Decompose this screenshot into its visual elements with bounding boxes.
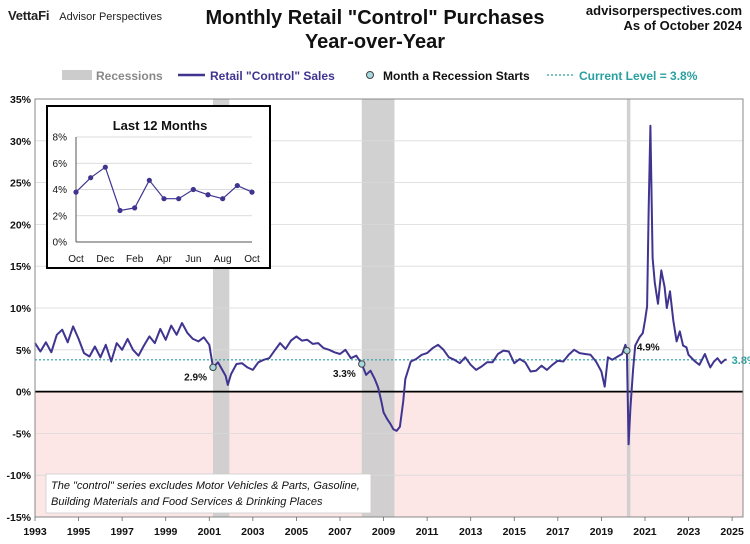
inset-x-tick-label: Aug: [214, 254, 232, 265]
footnote-line1: The "control" series excludes Motor Vehi…: [51, 480, 360, 492]
legend: Recessions Retail "Control" Sales Month …: [62, 69, 698, 83]
y-tick-label: 10%: [10, 303, 32, 315]
inset-x-tick-label: Apr: [156, 254, 172, 265]
legend-series-label: Retail "Control" Sales: [210, 69, 335, 83]
recession-start-marker-0: [209, 363, 217, 372]
inset-x-tick-label: Dec: [96, 254, 114, 265]
y-tick-label: 25%: [10, 178, 32, 190]
legend-recession-swatch: [62, 70, 92, 80]
inset-point: [190, 186, 196, 193]
x-tick-label: 2003: [241, 526, 265, 538]
vettafi-logo: VettaFi: [8, 8, 50, 23]
x-tick-label: 1999: [154, 526, 178, 538]
site-label: advisorperspectives.com: [585, 3, 742, 18]
inset-point: [205, 192, 211, 198]
inset-point: [88, 175, 94, 181]
recession-start-marker-2: [623, 346, 631, 355]
inset-point: [102, 164, 108, 170]
y-tick-label: -10%: [6, 470, 31, 482]
plot-border: [34, 98, 744, 518]
footnote-box: [45, 473, 372, 514]
x-tick-label: 2011: [416, 526, 439, 538]
inset-y-tick-label: 8%: [53, 133, 68, 144]
x-tick-label: 2013: [459, 526, 483, 538]
x-tick-label: 2009: [372, 526, 396, 538]
brand: VettaFi Advisor Perspectives: [8, 8, 162, 23]
recession-start-label-2: 4.9%: [637, 343, 660, 354]
footnote: The "control" series excludes Motor Vehi…: [45, 473, 372, 514]
series-line-retail-control: [34, 124, 727, 446]
inset-x-ticks: Oct Dec Feb Apr Jun Aug Oct: [68, 254, 260, 265]
inset-frame: [46, 105, 271, 269]
y-axis-ticks: -15% -10% -5% 0% 5% 10% 15% 20% 25% 30% 35%: [6, 94, 31, 524]
y-tick-label: 5%: [16, 345, 32, 357]
inset-point: [249, 189, 255, 195]
advisor-perspectives-label: Advisor Perspectives: [59, 11, 162, 23]
y-tick-label: 15%: [10, 261, 32, 273]
x-tick-label: 2017: [546, 526, 570, 538]
legend-recessions-label: Recessions: [96, 69, 163, 83]
inset-y-tick-label: 2%: [53, 211, 68, 222]
recession-start-marker-1: [358, 360, 366, 368]
x-tick-label: 1997: [110, 526, 134, 538]
x-axis-ticks: 1993 1995 1997 1999 2001 2003 2005 2007 2009 2011…: [23, 517, 744, 538]
y-tick-label: -5%: [12, 428, 31, 440]
recession-start-label-0: 2.9%: [184, 372, 207, 383]
y-tick-label: 20%: [10, 219, 32, 231]
x-tick-label: 2023: [677, 526, 701, 538]
inset-points: [73, 164, 255, 214]
inset-title: Last 12 Months: [113, 118, 208, 133]
y-tick-label: -15%: [6, 512, 31, 524]
inset-gridlines: [75, 136, 252, 243]
legend-recession-start-label: Month a Recession Starts: [383, 69, 530, 83]
chart-title-line2: Year-over-Year: [304, 31, 446, 53]
footnote-line2: Building Materials and Food Services & D…: [51, 496, 323, 508]
inset-y-ticks: 0% 2% 4% 6% 8%: [53, 133, 68, 249]
legend-current-label: Current Level = 3.8%: [579, 69, 698, 83]
inset-point: [220, 196, 226, 202]
x-tick-label: 1993: [23, 526, 47, 538]
inset-x-tick-label: Oct: [68, 254, 84, 265]
inset-y-tick-label: 6%: [53, 159, 68, 170]
inset-last-12-months: Last 12 Months 0% 2% 4% 6% 8% Oct Dec Feb Apr Ju…: [46, 105, 271, 269]
inset-point: [146, 177, 152, 183]
x-tick-label: 1995: [67, 526, 91, 538]
recession-start-markers: 2.9% 3.3% 4.9%: [184, 343, 660, 384]
x-tick-label: 2025: [720, 526, 744, 538]
inset-point: [176, 196, 182, 202]
y-tick-label: 0%: [16, 387, 32, 399]
y-tick-label: 35%: [10, 94, 32, 106]
inset-x-tick-label: Oct: [244, 254, 260, 265]
inset-x-tick-label: Feb: [126, 254, 144, 265]
inset-point: [234, 182, 240, 189]
legend-marker-swatch: [366, 71, 374, 79]
inset-point: [117, 207, 123, 214]
inset-y-tick-label: 0%: [53, 238, 68, 249]
inset-y-tick-label: 4%: [53, 185, 68, 196]
source-info: advisorperspectives.com As of October 20…: [586, 3, 742, 33]
chart-title: Monthly Retail "Control" Purchases Year-…: [0, 6, 750, 54]
x-tick-label: 2007: [328, 526, 352, 538]
y-tick-label: 30%: [10, 136, 32, 148]
current-level-label: 3.8%: [732, 355, 750, 367]
x-tick-label: 2015: [503, 526, 527, 538]
x-tick-label: 2021: [633, 526, 657, 538]
x-tick-label: 2005: [285, 526, 309, 538]
inset-point: [73, 189, 79, 195]
inset-point: [161, 196, 167, 202]
recession-start-label-1: 3.3%: [333, 369, 356, 380]
inset-x-tick-label: Jun: [185, 254, 201, 265]
chart-title-line1: Monthly Retail "Control" Purchases: [205, 7, 545, 29]
x-tick-label: 2001: [198, 526, 222, 538]
x-tick-label: 2019: [590, 526, 614, 538]
as-of-label: As of October 2024: [623, 18, 743, 33]
inset-point: [132, 205, 138, 211]
